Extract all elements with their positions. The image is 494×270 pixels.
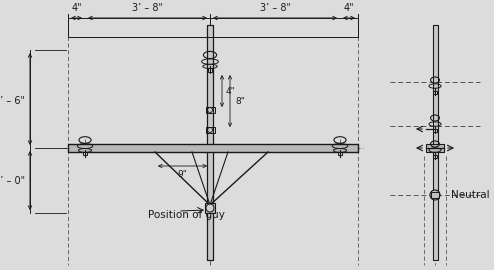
Text: Neutral: Neutral	[451, 190, 490, 200]
Circle shape	[430, 190, 440, 200]
Bar	[208, 68, 212, 72]
Bar	[206, 127, 214, 133]
Text: Position of guy: Position of guy	[148, 210, 225, 220]
Text: 3’ – 8": 3’ – 8"	[259, 3, 290, 13]
Text: 4": 4"	[344, 3, 354, 13]
Bar	[433, 91, 437, 94]
Bar	[83, 152, 87, 155]
Bar	[68, 144, 358, 152]
Bar	[205, 203, 215, 213]
Bar	[433, 155, 437, 158]
Text: 4": 4"	[226, 86, 236, 96]
Bar	[206, 107, 214, 113]
Text: 2’ – 0": 2’ – 0"	[0, 176, 25, 185]
Bar	[338, 152, 342, 155]
Text: 9": 9"	[177, 170, 187, 179]
Bar	[207, 25, 213, 260]
Bar	[426, 144, 444, 152]
Bar	[433, 25, 438, 260]
Circle shape	[206, 204, 214, 212]
Text: 1’ – 6": 1’ – 6"	[0, 96, 25, 106]
Bar	[431, 192, 439, 198]
Text: 3’ – 8": 3’ – 8"	[132, 3, 163, 13]
Text: 8": 8"	[235, 96, 245, 106]
Bar	[433, 129, 437, 132]
Text: 4": 4"	[71, 3, 82, 13]
